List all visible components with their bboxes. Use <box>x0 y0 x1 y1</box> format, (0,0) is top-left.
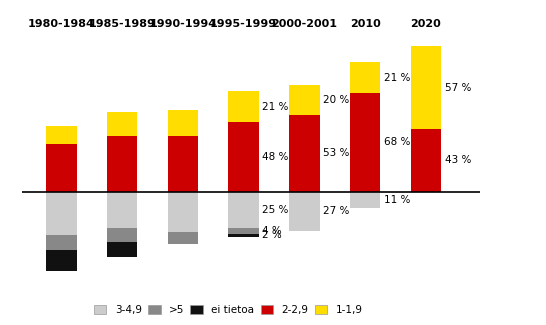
Bar <box>168 232 198 244</box>
Bar <box>107 228 137 242</box>
Bar <box>46 144 76 191</box>
Text: 43 %: 43 % <box>444 155 471 165</box>
Bar <box>228 234 259 237</box>
Bar <box>350 191 380 208</box>
Text: 48 %: 48 % <box>263 152 289 162</box>
Bar <box>107 112 137 136</box>
Bar <box>228 191 259 228</box>
Text: 57 %: 57 % <box>444 83 471 93</box>
Bar <box>168 191 198 232</box>
Bar <box>46 235 76 250</box>
Text: 25 %: 25 % <box>263 205 289 215</box>
Bar <box>289 85 319 114</box>
Bar <box>107 191 137 228</box>
Bar <box>46 250 76 271</box>
Bar <box>411 46 441 129</box>
Bar <box>228 91 259 122</box>
Bar <box>168 136 198 191</box>
Text: 20 %: 20 % <box>323 95 349 105</box>
Bar <box>411 129 441 191</box>
Text: 53 %: 53 % <box>323 148 349 158</box>
Bar <box>107 136 137 191</box>
Text: 27 %: 27 % <box>323 206 349 216</box>
Text: 21 %: 21 % <box>384 72 410 83</box>
Bar <box>350 93 380 191</box>
Text: 11 %: 11 % <box>384 195 410 204</box>
Text: 68 %: 68 % <box>384 137 410 147</box>
Bar <box>289 114 319 191</box>
Bar <box>107 242 137 257</box>
Bar <box>46 126 76 144</box>
Bar <box>168 110 198 136</box>
Legend: 3-4,9, >5, ei tietoa, 2-2,9, 1-1,9: 3-4,9, >5, ei tietoa, 2-2,9, 1-1,9 <box>94 305 363 315</box>
Text: 21 %: 21 % <box>263 101 289 111</box>
Bar <box>350 62 380 93</box>
Bar <box>228 122 259 191</box>
Bar <box>46 191 76 235</box>
Text: 2 %: 2 % <box>263 230 282 240</box>
Text: 4 %: 4 % <box>263 226 282 236</box>
Bar <box>289 191 319 231</box>
Bar <box>228 228 259 234</box>
